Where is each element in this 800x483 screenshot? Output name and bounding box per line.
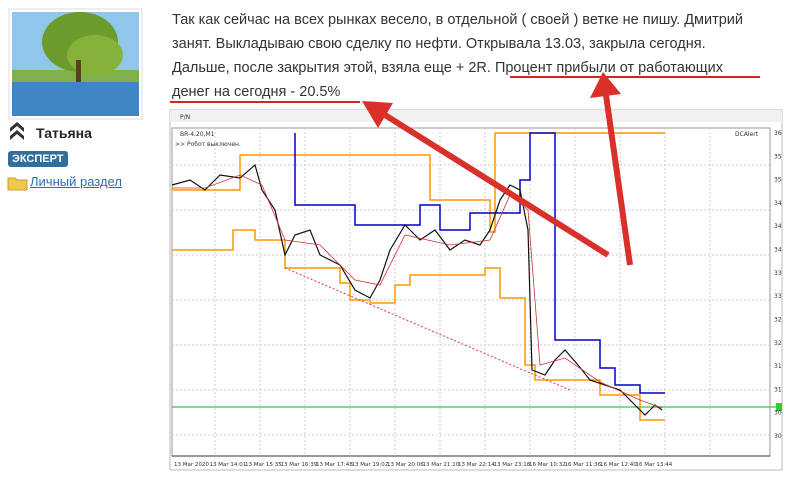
post-line: Так как сейчас на всех рынках весело, в … [172,12,744,28]
post-line: занят. Выкладываю свою сделку по нефти. … [172,36,706,52]
highlight-text: Процент прибыли от работающих [494,60,723,76]
rank-icon [10,122,24,140]
badge: ЭКСПЕРТ [8,151,68,167]
user-name[interactable]: Татьяна [36,125,92,141]
highlight-text: денег на сегодня - 20.5% [172,84,341,100]
chart-image [169,109,783,471]
avatar [8,8,143,120]
profile-link[interactable]: Личный раздел [30,174,122,189]
arrows [362,72,633,266]
post-line: Дальше, после закрытия этой, взяла еще +… [172,56,723,80]
post-text: Дальше, после закрытия этой, взяла еще +… [172,60,491,76]
folder-icon [7,177,28,191]
